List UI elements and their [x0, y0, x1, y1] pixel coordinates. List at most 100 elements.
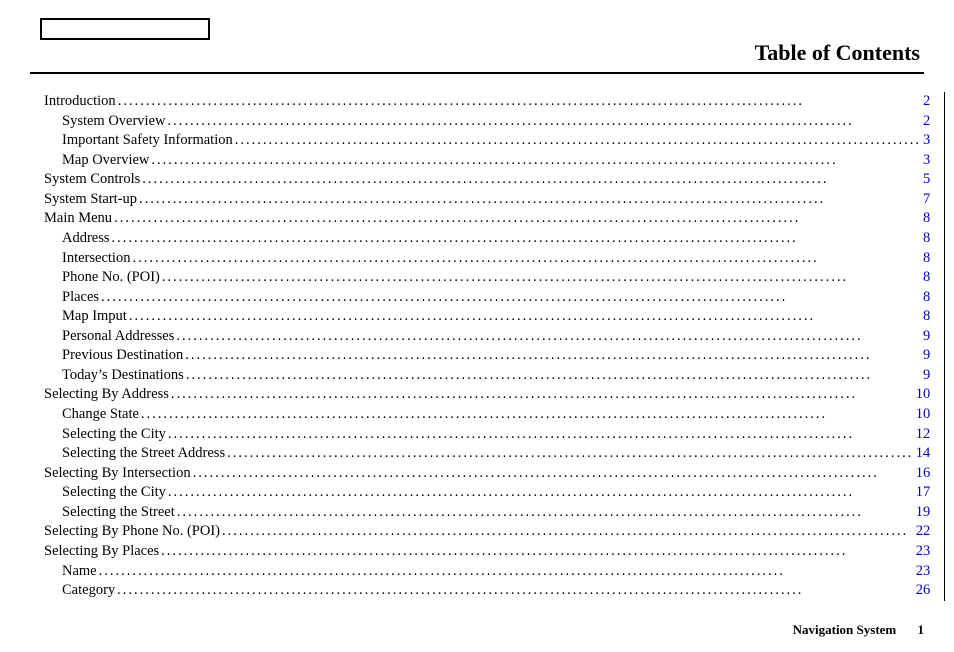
toc-leader-dots [184, 366, 923, 386]
toc-label: Selecting the Street Address [62, 444, 225, 464]
toc-leader-dots [225, 444, 916, 464]
toc-entry: Change State 10 [44, 405, 930, 425]
toc-label: Selecting By Intersection [44, 464, 191, 484]
footer-label: Navigation System [793, 622, 897, 637]
toc-page-number[interactable]: 23 [916, 542, 931, 562]
page: Table of Contents Introduction2System Ov… [0, 0, 954, 652]
toc-label: Personal Addresses [62, 327, 174, 347]
toc-entry: Previous Destination 9 [44, 346, 930, 366]
toc-entry: Introduction 2 [44, 92, 930, 112]
toc-column-1: Introduction2System Overview2Important S… [30, 92, 944, 601]
toc-page-number[interactable]: 2 [923, 92, 930, 112]
toc-leader-dots [183, 346, 923, 366]
toc-entry: Selecting the City 12 [44, 425, 930, 445]
toc-page-number[interactable]: 23 [916, 562, 931, 582]
toc-page-number[interactable]: 7 [923, 190, 930, 210]
toc-label: System Controls [44, 170, 140, 190]
toc-label: Previous Destination [62, 346, 183, 366]
toc-entry: Important Safety Information 3 [44, 131, 930, 151]
toc-entry: Today’s Destinations 9 [44, 366, 930, 386]
toc-leader-dots [191, 464, 916, 484]
toc-label: Selecting the City [62, 483, 166, 503]
toc-columns: Introduction2System Overview2Important S… [30, 92, 924, 601]
toc-page-number[interactable]: 8 [923, 229, 930, 249]
toc-leader-dots [174, 327, 923, 347]
toc-page-number[interactable]: 10 [916, 405, 931, 425]
toc-label: Phone No. (POI) [62, 268, 160, 288]
toc-entry: Selecting By Places23 [44, 542, 930, 562]
toc-leader-dots [99, 288, 923, 308]
toc-page-number[interactable]: 12 [916, 425, 931, 445]
toc-entry: Map Overview 3 [44, 151, 930, 171]
toc-entry: Places 8 [44, 288, 930, 308]
header-blank-box [40, 18, 210, 40]
toc-leader-dots [149, 151, 923, 171]
toc-page-number[interactable]: 17 [916, 483, 931, 503]
toc-page-number[interactable]: 5 [923, 170, 930, 190]
toc-page-number[interactable]: 3 [923, 131, 930, 151]
toc-leader-dots [140, 170, 923, 190]
toc-entry: Selecting By Address 10 [44, 385, 930, 405]
toc-page-number[interactable]: 8 [923, 249, 930, 269]
toc-leader-dots [139, 405, 916, 425]
toc-label: Selecting the City [62, 425, 166, 445]
toc-label: Introduction [44, 92, 116, 112]
toc-page-number[interactable]: 9 [923, 346, 930, 366]
toc-leader-dots [166, 425, 916, 445]
toc-leader-dots [169, 385, 916, 405]
toc-label: Intersection [62, 249, 130, 269]
toc-entry: Main Menu 8 [44, 209, 930, 229]
toc-entry: Map Imput 8 [44, 307, 930, 327]
footer-page-number: 1 [918, 622, 925, 638]
header-rule [30, 72, 924, 74]
toc-page-number[interactable]: 8 [923, 307, 930, 327]
toc-label: Change State [62, 405, 139, 425]
toc-entry: Selecting By Phone No. (POI) 22 [44, 522, 930, 542]
toc-leader-dots [166, 112, 923, 132]
toc-leader-dots [137, 190, 923, 210]
toc-label: Address [62, 229, 110, 249]
toc-page-number[interactable]: 19 [916, 503, 931, 523]
toc-label: Map Overview [62, 151, 149, 171]
toc-page-number[interactable]: 10 [916, 385, 931, 405]
toc-label: Selecting By Phone No. (POI) [44, 522, 220, 542]
toc-leader-dots [160, 268, 923, 288]
toc-page-number[interactable]: 3 [923, 151, 930, 171]
toc-leader-dots [166, 483, 916, 503]
toc-entry: Phone No. (POI) 8 [44, 268, 930, 288]
toc-entry: Personal Addresses 9 [44, 327, 930, 347]
toc-page-number[interactable]: 22 [916, 522, 931, 542]
toc-page-number[interactable]: 14 [916, 444, 931, 464]
toc-label: Today’s Destinations [62, 366, 184, 386]
toc-entry: Intersection 8 [44, 249, 930, 269]
page-footer: Navigation System 1 [793, 622, 924, 638]
toc-entry: System Overview 2 [44, 112, 930, 132]
toc-leader-dots [97, 562, 916, 582]
toc-page-number[interactable]: 8 [923, 288, 930, 308]
toc-page-number[interactable]: 9 [923, 366, 930, 386]
toc-entry: Selecting the Street19 [44, 503, 930, 523]
toc-leader-dots [112, 209, 923, 229]
toc-entry: Category 26 [44, 581, 930, 601]
toc-page-number[interactable]: 2 [923, 112, 930, 132]
toc-entry: Selecting the City 17 [44, 483, 930, 503]
toc-leader-dots [233, 131, 923, 151]
toc-page-number[interactable]: 26 [916, 581, 931, 601]
toc-label: Important Safety Information [62, 131, 233, 151]
toc-page-number[interactable]: 8 [923, 268, 930, 288]
toc-entry: Selecting the Street Address 14 [44, 444, 930, 464]
toc-label: Main Menu [44, 209, 112, 229]
toc-label: Places [62, 288, 99, 308]
toc-label: Category [62, 581, 115, 601]
toc-entry: Selecting By Intersection 16 [44, 464, 930, 484]
toc-page-number[interactable]: 9 [923, 327, 930, 347]
toc-page-number[interactable]: 8 [923, 209, 930, 229]
toc-entry: System Start-up7 [44, 190, 930, 210]
toc-leader-dots [116, 92, 923, 112]
toc-label: System Overview [62, 112, 166, 132]
toc-label: Map Imput [62, 307, 127, 327]
toc-leader-dots [127, 307, 923, 327]
toc-entry: Address 8 [44, 229, 930, 249]
toc-page-number[interactable]: 16 [916, 464, 931, 484]
toc-label: Selecting By Address [44, 385, 169, 405]
